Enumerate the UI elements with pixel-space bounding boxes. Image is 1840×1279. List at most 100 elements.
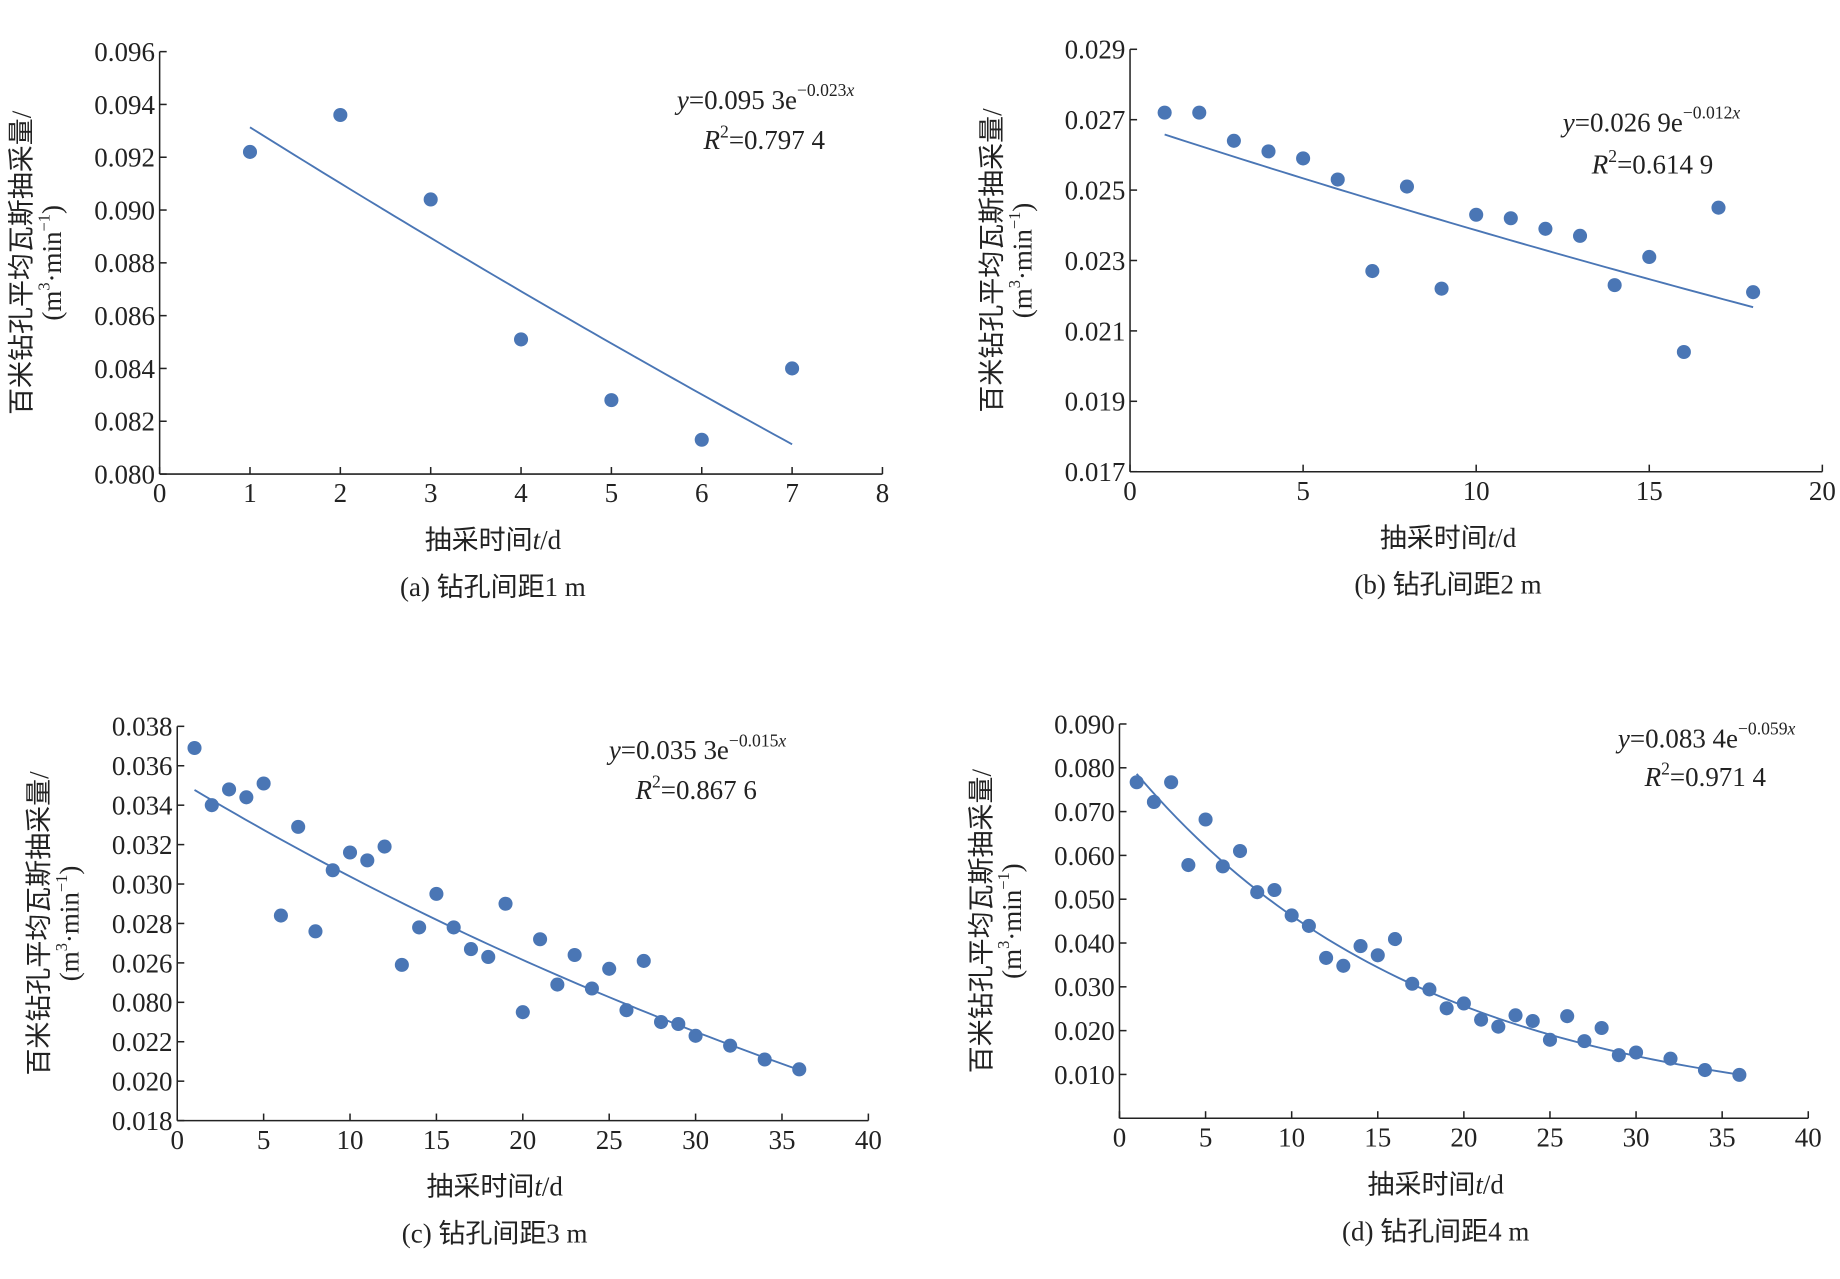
y-tick-label: 0.030 bbox=[1054, 972, 1115, 1002]
eq-lhs: y bbox=[674, 85, 689, 115]
y-tick-label: 0.036 bbox=[112, 751, 173, 781]
r2-sup: 2 bbox=[652, 771, 661, 791]
y-tick-label: 0.080 bbox=[94, 459, 155, 489]
data-point bbox=[785, 361, 800, 376]
data-point bbox=[498, 896, 513, 911]
x-tick-label: 5 bbox=[1199, 1122, 1212, 1152]
x-tick-label: 25 bbox=[1536, 1122, 1563, 1152]
x-label-t: t bbox=[533, 525, 542, 555]
data-point bbox=[1267, 882, 1282, 898]
y-tick-label: 0.029 bbox=[1065, 35, 1126, 65]
r-squared: R2=0.797 4 bbox=[703, 121, 826, 155]
data-point bbox=[1542, 1032, 1558, 1047]
y-tick-label: 0.092 bbox=[94, 143, 155, 173]
unit-a: (m bbox=[37, 291, 67, 321]
x-tick-label: 7 bbox=[785, 478, 798, 508]
equation: y=0.095 3e−0.023x bbox=[674, 80, 855, 115]
x-tick-label: 35 bbox=[1709, 1122, 1736, 1152]
data-point bbox=[360, 853, 375, 868]
r2-sup: 2 bbox=[720, 121, 729, 141]
unit-b: ·min bbox=[37, 231, 67, 282]
x-tick-label: 3 bbox=[424, 478, 437, 508]
r-squared: R2=0.867 6 bbox=[634, 771, 756, 805]
eq-coef: =0.026 9e bbox=[1575, 107, 1683, 137]
eq-exp: −0.059 bbox=[1738, 719, 1788, 739]
x-label-t: t bbox=[1488, 523, 1497, 553]
x-tick-label: 10 bbox=[337, 1125, 364, 1155]
eq-exp: −0.023 bbox=[797, 80, 847, 100]
x-tick-label: 15 bbox=[423, 1125, 450, 1155]
caption: (c) 钻孔间距3 m bbox=[402, 1219, 588, 1249]
data-point bbox=[688, 1028, 703, 1043]
y-tick-label: 0.020 bbox=[112, 1067, 173, 1097]
unit-c: ) bbox=[37, 205, 67, 214]
data-point bbox=[1319, 950, 1334, 965]
unit-b: ·min bbox=[55, 892, 85, 943]
y-tick-label: 0.030 bbox=[112, 869, 173, 899]
y-tick-label: 0.080 bbox=[1054, 753, 1115, 783]
data-point bbox=[1474, 1012, 1489, 1027]
unit-a: (m bbox=[1007, 288, 1037, 318]
data-point bbox=[1365, 264, 1380, 279]
caption: (d) 钻孔间距4 m bbox=[1342, 1216, 1529, 1246]
data-point bbox=[1181, 858, 1196, 873]
data-point bbox=[239, 790, 254, 805]
y-tick-label: 0.086 bbox=[94, 301, 155, 331]
y-label: 百米钻孔平均瓦斯抽采量/ bbox=[7, 110, 37, 415]
x-tick-label: 0 bbox=[170, 1125, 183, 1155]
data-point bbox=[584, 981, 599, 996]
data-point bbox=[463, 942, 479, 957]
eq-lhs: y bbox=[1615, 723, 1630, 753]
eq-lhs: y bbox=[1560, 107, 1575, 137]
unit-c: ) bbox=[1007, 203, 1037, 212]
trend-line bbox=[194, 789, 800, 1071]
y-unit: (m3·min−1) bbox=[994, 863, 1027, 979]
y-tick-label: 0.060 bbox=[1054, 841, 1115, 871]
x-label-a: 抽采时间 bbox=[1380, 523, 1488, 553]
data-point bbox=[1129, 775, 1144, 790]
trend-line bbox=[249, 126, 793, 446]
y-unit: (m3·min−1) bbox=[52, 866, 85, 982]
y-tick-label: 0.084 bbox=[94, 354, 155, 384]
unit-sup: −1 bbox=[1005, 212, 1024, 229]
x-tick-label: 30 bbox=[1623, 1122, 1650, 1152]
data-point bbox=[515, 1005, 530, 1020]
data-point bbox=[412, 920, 427, 935]
data-point bbox=[792, 1062, 807, 1077]
data-point bbox=[1353, 939, 1368, 954]
x-tick-label: 15 bbox=[1364, 1122, 1391, 1152]
eq-var: x bbox=[777, 730, 786, 750]
data-point bbox=[1284, 908, 1299, 923]
eq-coef: =0.083 4e bbox=[1630, 723, 1738, 753]
data-point bbox=[291, 819, 306, 834]
r2-r: R bbox=[634, 775, 652, 805]
y-tick-label: 0.070 bbox=[1054, 797, 1115, 827]
r2-r: R bbox=[1591, 150, 1609, 180]
y-tick-label: 0.090 bbox=[1054, 709, 1115, 739]
data-point bbox=[619, 1003, 634, 1018]
y-unit: (m3·min−1) bbox=[1005, 203, 1038, 319]
y-tick-label: 0.010 bbox=[1054, 1060, 1115, 1090]
data-point bbox=[1422, 982, 1437, 997]
data-point bbox=[1330, 172, 1345, 187]
data-point bbox=[1226, 133, 1241, 148]
data-point bbox=[602, 961, 617, 976]
data-point bbox=[671, 1016, 686, 1032]
eq-var: x bbox=[1787, 719, 1796, 739]
r-squared: R2=0.614 9 bbox=[1591, 146, 1713, 180]
x-tick-label: 25 bbox=[596, 1125, 623, 1155]
y-tick-label: 0.019 bbox=[1065, 387, 1126, 417]
data-point bbox=[1232, 843, 1248, 859]
data-point bbox=[1405, 976, 1420, 991]
data-point bbox=[446, 920, 461, 935]
x-label: 抽采时间t/d bbox=[426, 1172, 563, 1202]
data-point bbox=[1746, 285, 1761, 300]
data-point bbox=[1336, 958, 1351, 973]
data-point bbox=[1146, 794, 1161, 810]
y-tick-label: 0.018 bbox=[112, 1106, 173, 1136]
y-tick-label: 0.094 bbox=[94, 90, 155, 120]
x-tick-label: 0 bbox=[1123, 476, 1136, 506]
data-point bbox=[1192, 105, 1207, 120]
x-tick-label: 0 bbox=[1113, 1122, 1126, 1152]
